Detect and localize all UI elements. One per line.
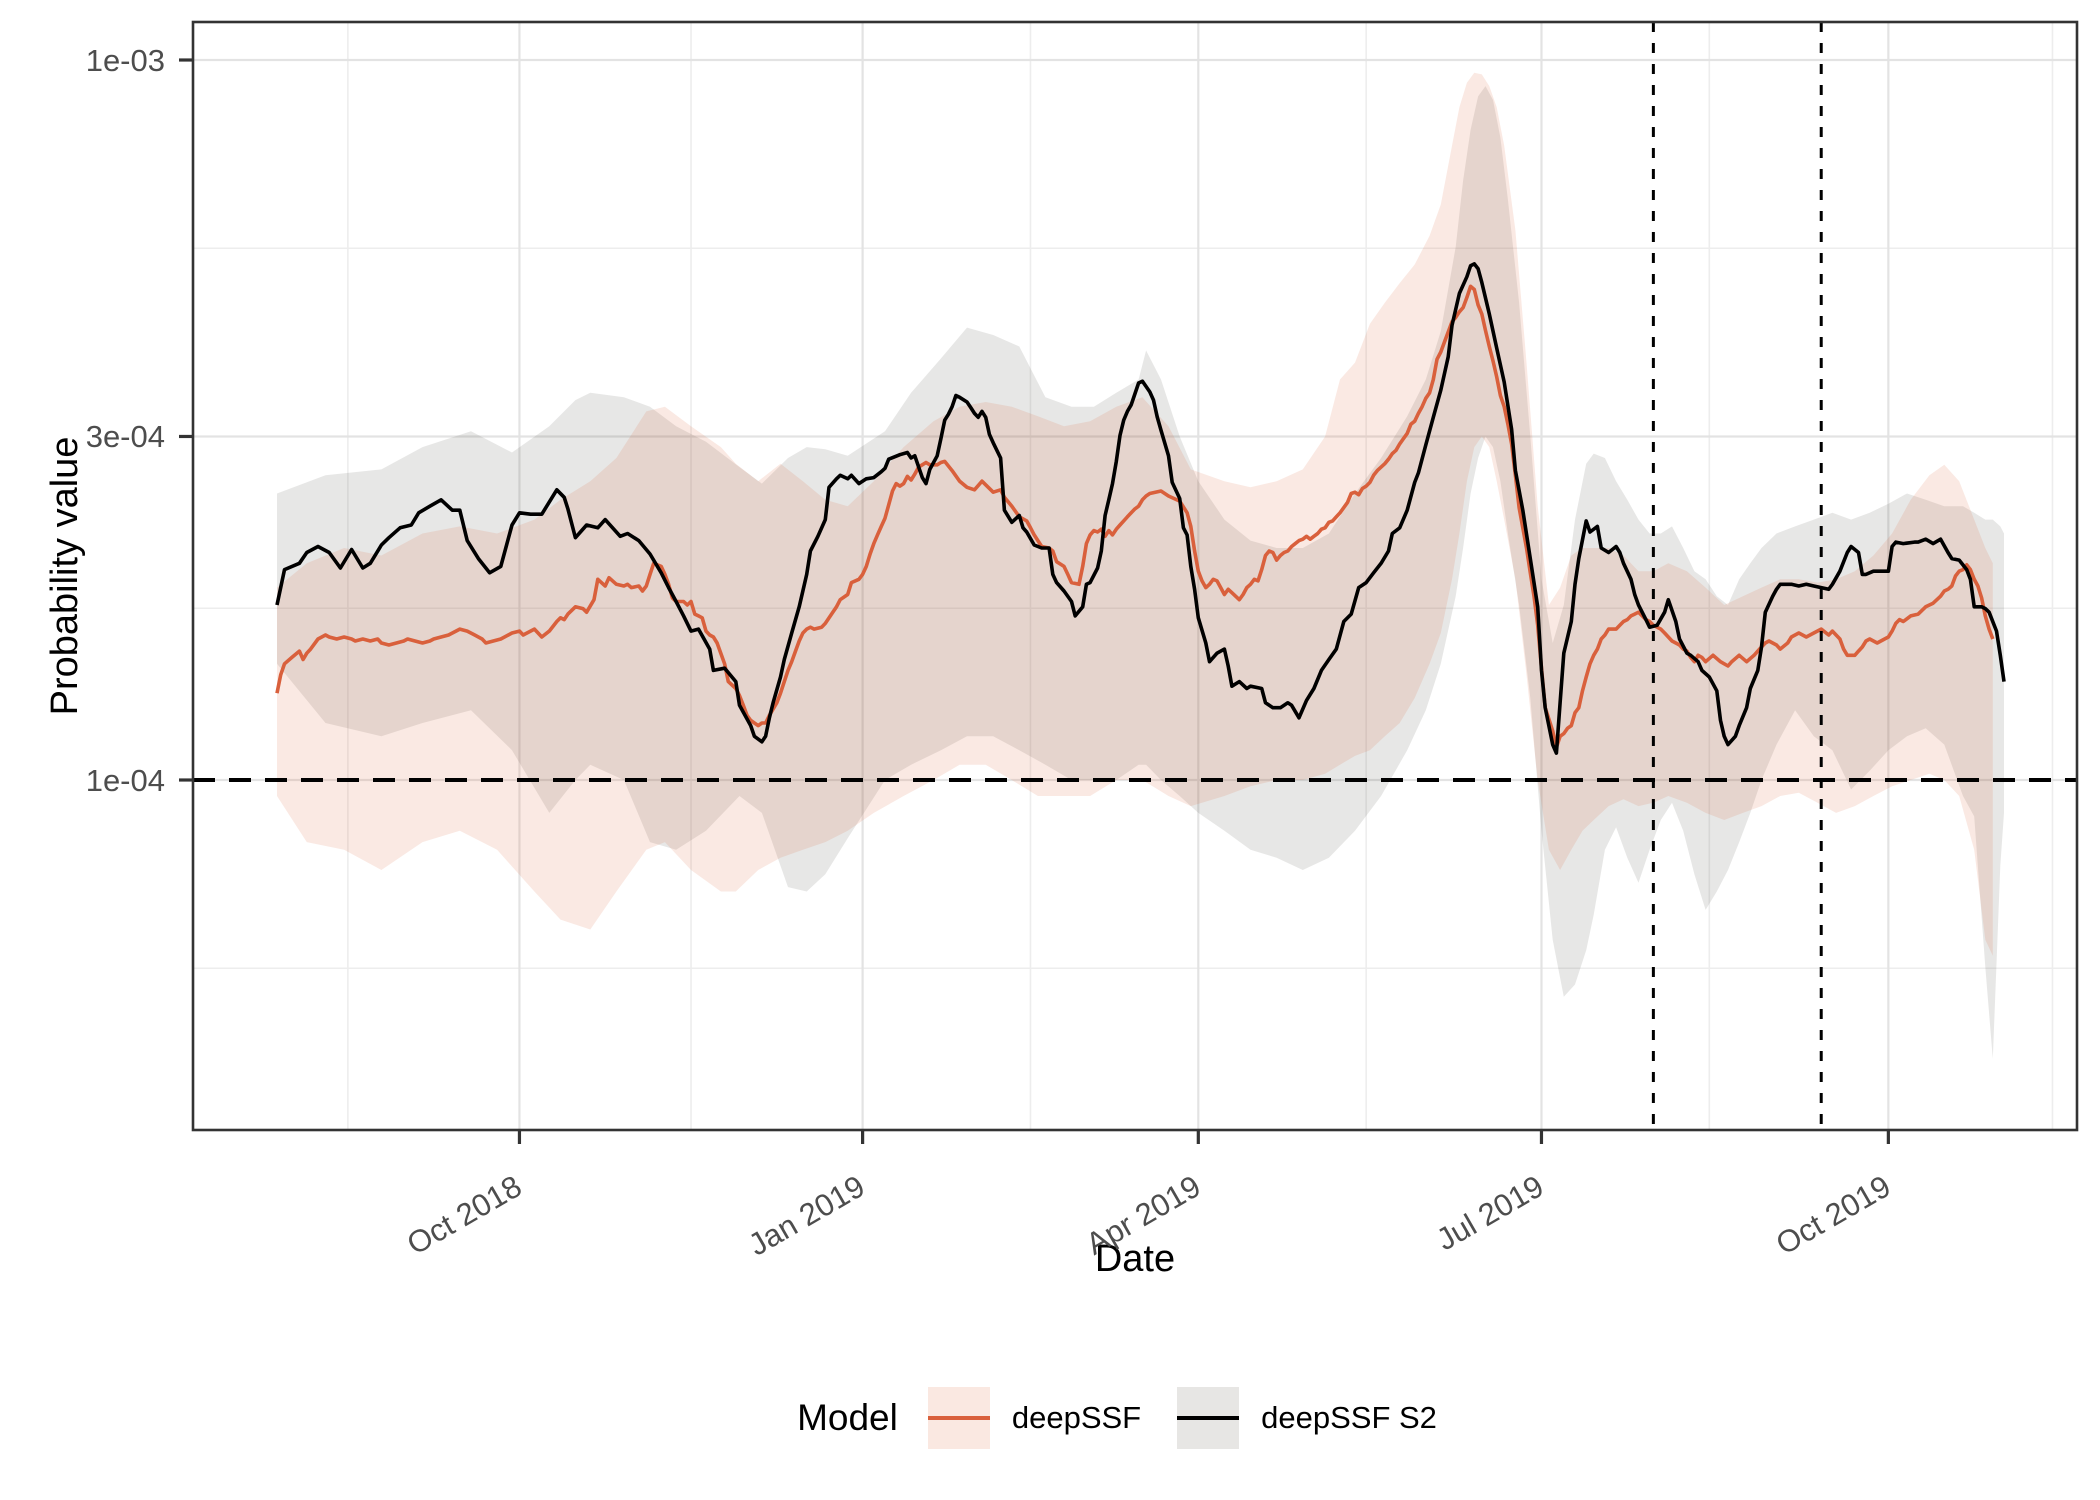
- panel-border: [191, 20, 2079, 1132]
- legend-label-deepssf: deepSSF: [1011, 1400, 1142, 1435]
- ribbon-deepssf-s2: [277, 86, 2004, 1059]
- legend-label-deepssf-s2: deepSSF S2: [1261, 1400, 1437, 1435]
- legend-keyline-deepssf: [927, 1416, 990, 1420]
- legend-key-deepssf-s2: [1177, 1387, 1240, 1449]
- y-tick-label-1e-03: 1e-03: [85, 43, 165, 78]
- legend-title: Model: [797, 1397, 898, 1438]
- x-axis-title: Date: [1094, 1238, 1176, 1280]
- legend-key-deepssf: [927, 1387, 990, 1449]
- y-tick-label-1e-04: 1e-04: [85, 763, 165, 798]
- y-tick-label-3e-04: 3e-04: [85, 419, 165, 454]
- line-deepssf-s2: [275, 262, 2006, 755]
- legend-keyline-deepssf-s2: [1177, 1416, 1240, 1420]
- legend: Model deepSSF deepSSF S2: [193, 1376, 2077, 1460]
